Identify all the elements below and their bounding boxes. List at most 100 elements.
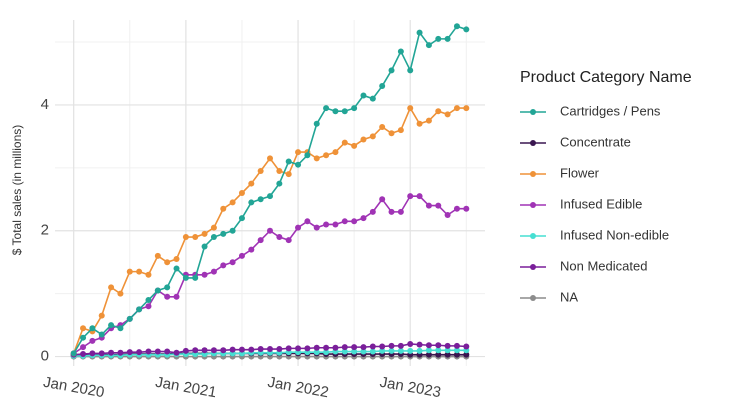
data-point [425, 202, 432, 209]
data-point [397, 342, 404, 349]
legend-label: Infused Edible [560, 196, 642, 211]
data-point [351, 105, 358, 112]
data-point [313, 344, 320, 351]
data-point [267, 155, 273, 162]
data-point [341, 348, 348, 355]
data-point [117, 325, 124, 332]
legend-swatch [530, 295, 536, 301]
data-point [463, 26, 470, 33]
data-point [285, 171, 292, 178]
data-point [285, 345, 292, 352]
data-point [360, 344, 367, 351]
data-point [136, 349, 143, 356]
data-point [192, 347, 199, 354]
data-point [108, 349, 115, 356]
data-point [285, 158, 292, 165]
data-point [463, 105, 470, 112]
data-point [407, 105, 414, 112]
data-point [136, 306, 143, 313]
data-point [444, 212, 451, 219]
data-point [323, 105, 330, 112]
data-point [80, 351, 87, 358]
data-point [257, 167, 264, 174]
data-point [323, 349, 330, 356]
data-point [98, 331, 105, 338]
data-point [126, 268, 133, 275]
data-point [463, 205, 470, 212]
data-point [295, 224, 302, 231]
data-point [220, 230, 227, 237]
data-point [453, 205, 460, 212]
data-point [397, 127, 404, 134]
legend-title: Product Category Name [520, 69, 692, 86]
data-point [351, 218, 358, 225]
data-point [257, 237, 264, 244]
data-point [276, 180, 283, 187]
data-point [388, 130, 395, 137]
data-point [117, 349, 124, 356]
data-point [453, 342, 460, 349]
data-point [210, 234, 217, 241]
data-point [210, 347, 217, 354]
data-point [80, 334, 87, 341]
data-point [108, 322, 115, 329]
data-point [229, 227, 236, 234]
data-point [276, 234, 283, 241]
data-point [388, 342, 395, 349]
data-point [267, 193, 273, 200]
legend-label: Non Medicated [560, 258, 647, 273]
legend-label: Cartridges / Pens [560, 103, 661, 118]
data-point [453, 23, 460, 30]
data-point [313, 349, 320, 356]
data-point [89, 325, 96, 332]
data-point [397, 208, 404, 215]
data-point [154, 287, 161, 294]
data-point [463, 351, 470, 358]
data-point [407, 340, 414, 347]
y-axis-label: $ Total sales (in millions) [10, 125, 24, 256]
data-point [416, 341, 423, 348]
data-point [453, 351, 460, 358]
data-point [164, 348, 171, 355]
data-point [117, 290, 124, 297]
data-point [369, 95, 376, 102]
data-point [182, 274, 189, 281]
data-point [313, 224, 320, 231]
series-line [73, 25, 467, 354]
data-point [182, 234, 189, 241]
data-point [154, 252, 161, 259]
data-point [164, 259, 171, 266]
data-point [341, 344, 348, 351]
legend-swatch [530, 140, 536, 146]
data-point [276, 346, 283, 353]
data-point [70, 350, 77, 357]
data-point [407, 67, 414, 74]
data-point [285, 237, 292, 244]
data-point [369, 208, 376, 215]
data-point [220, 205, 227, 212]
data-point [388, 208, 395, 215]
data-point [360, 136, 367, 143]
data-point [201, 230, 208, 237]
data-point [407, 347, 414, 354]
data-point [267, 227, 273, 234]
x-tick-label: Jan 2023 [378, 374, 442, 401]
data-point [145, 271, 152, 278]
data-point [182, 347, 189, 354]
data-point [369, 343, 376, 350]
data-point [444, 342, 451, 349]
data-point [229, 346, 236, 353]
data-point [192, 274, 199, 281]
data-point [126, 315, 133, 322]
data-point [201, 271, 208, 278]
data-point [351, 344, 358, 351]
data-point [369, 133, 376, 140]
data-point [248, 180, 255, 187]
y-tick-label: 4 [41, 96, 49, 113]
data-point [397, 48, 404, 55]
data-point [257, 196, 264, 203]
data-point [145, 348, 152, 355]
data-point [229, 199, 236, 206]
data-point [416, 120, 423, 127]
data-point [397, 347, 404, 354]
